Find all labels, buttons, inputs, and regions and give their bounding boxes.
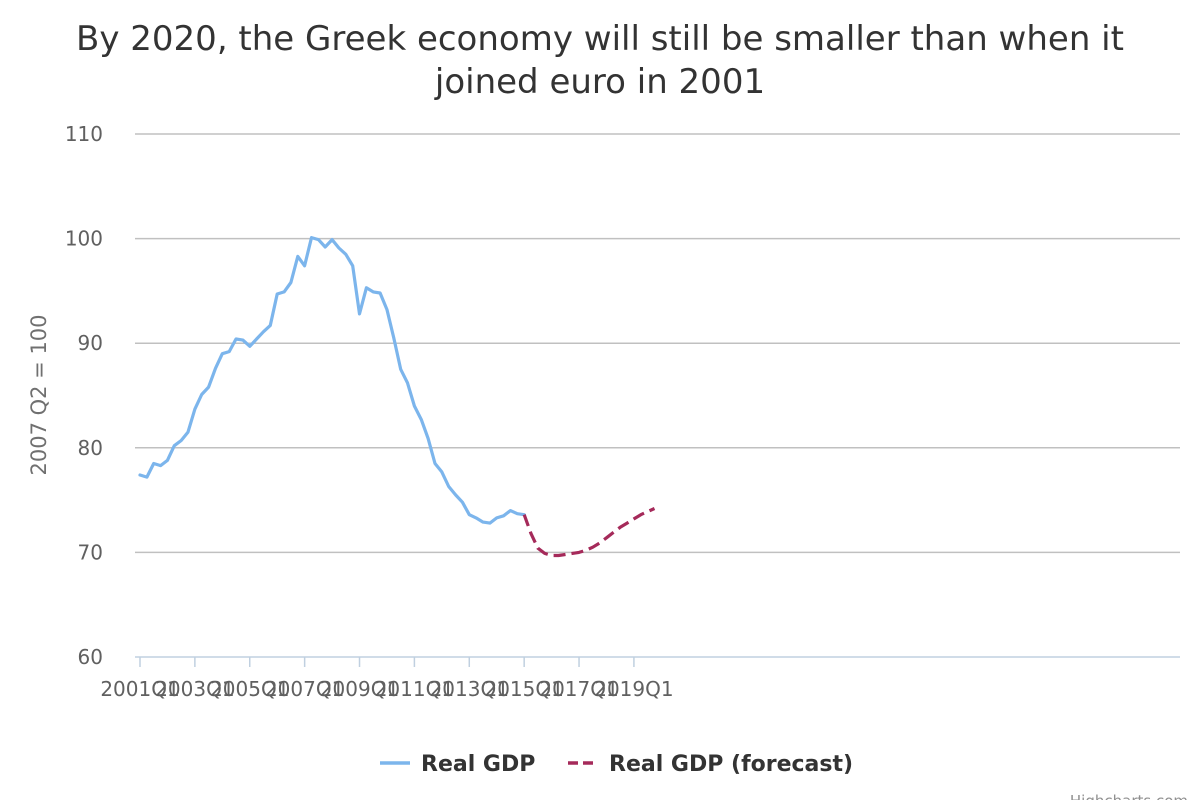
x-tick-label: 2011Q1 [375, 677, 454, 701]
x-tick-label: 2007Q1 [265, 677, 344, 701]
chart-title-line-1: By 2020, the Greek economy will still be… [76, 19, 1124, 59]
x-tick-label: 2003Q1 [155, 677, 234, 701]
series-line-real-gdp-forecast[interactable] [522, 507, 656, 558]
series-line-real-gdp[interactable] [138, 236, 526, 525]
credits-link[interactable]: Highcharts.com [1070, 792, 1188, 800]
x-axis: 2001Q12003Q12005Q12007Q12009Q12011Q12013… [100, 656, 1180, 701]
x-tick-label: 2013Q1 [430, 677, 509, 701]
legend-item[interactable]: Real GDP [380, 752, 535, 777]
series-lines [138, 236, 656, 558]
chart-title-line-2: joined euro in 2001 [434, 62, 765, 102]
x-tick-label: 2005Q1 [210, 677, 289, 701]
chart-title: By 2020, the Greek economy will still be… [76, 19, 1124, 102]
x-tick-label: 2001Q1 [100, 677, 179, 701]
legend-label: Real GDP (forecast) [609, 752, 853, 777]
y-axis-ticks: 60 70 80 90 100 110 [65, 122, 103, 669]
y-tick-label: 110 [65, 122, 103, 146]
y-tick-label: 60 [78, 645, 103, 669]
x-tick-label: 2017Q1 [539, 677, 618, 701]
x-tick-label: 2009Q1 [320, 677, 399, 701]
legend-label: Real GDP [421, 752, 535, 777]
legend: Real GDP Real GDP (forecast) [380, 752, 853, 777]
y-tick-label: 80 [78, 436, 103, 460]
x-tick-label: 2015Q1 [484, 677, 563, 701]
y-tick-label: 90 [78, 331, 103, 355]
y-axis-title: 2007 Q2 = 100 [27, 314, 51, 475]
y-tick-label: 70 [78, 540, 103, 564]
y-tick-label: 100 [65, 227, 103, 251]
x-tick-label: 2019Q1 [594, 677, 673, 701]
legend-item[interactable]: Real GDP (forecast) [568, 752, 853, 777]
grid-lines [135, 133, 1180, 554]
